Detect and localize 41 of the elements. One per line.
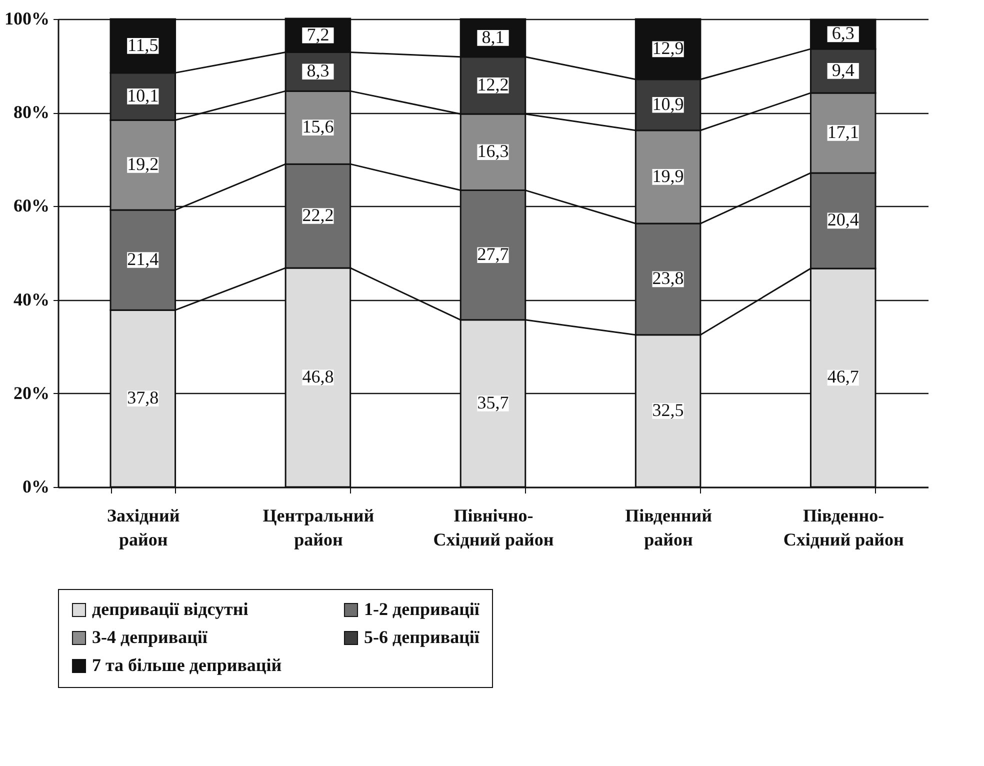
data-label: 12,2 (477, 74, 509, 94)
data-label: 46,7 (827, 366, 859, 387)
data-label: 19,9 (652, 166, 684, 186)
y-tick-label: 0% (22, 476, 50, 496)
data-label: 15,6 (302, 116, 334, 137)
data-label: 20,4 (827, 210, 859, 230)
data-label: 23,8 (652, 268, 684, 288)
data-label: 6,3 (832, 23, 854, 44)
data-label: 7,2 (306, 24, 330, 44)
legend-label: 5-6 депривації (364, 627, 480, 647)
x-tick-label: Центральний район (262, 506, 374, 550)
y-tick-label: 80% (14, 102, 50, 122)
legend-label: 3-4 депривації (92, 627, 208, 647)
data-label: 11,5 (127, 34, 158, 55)
data-label: 21,4 (127, 249, 159, 270)
legend-label: 1-2 депривації (364, 599, 480, 619)
data-label: 35,7 (477, 392, 509, 412)
data-label: 16,3 (477, 141, 509, 162)
data-label: 19,2 (127, 154, 159, 174)
data-label: 27,7 (477, 244, 509, 264)
data-label: 8,3 (306, 60, 330, 81)
legend-label: 7 та більше депривацій (92, 655, 282, 675)
legend-label: депривації відсутні (92, 599, 248, 619)
x-tick-label: Північно-Східний район (433, 506, 554, 550)
x-tick-label: Західний район (107, 506, 180, 550)
y-tick-label: 20% (14, 382, 50, 403)
data-label: 37,8 (127, 388, 159, 408)
data-label: 10,9 (652, 94, 684, 114)
data-label: 22,2 (302, 205, 334, 226)
data-label: 10,1 (127, 85, 159, 106)
x-tick-label: Південно-Східний район (783, 506, 904, 550)
data-label: 8,1 (482, 26, 504, 47)
data-label: 9,4 (832, 60, 854, 80)
x-tick-label: Південний район (625, 506, 712, 550)
y-tick-label: 40% (14, 289, 50, 310)
data-label: 32,5 (652, 400, 684, 420)
y-tick-label: 100% (4, 8, 50, 28)
data-label: 46,8 (302, 366, 334, 386)
data-label: 17,1 (827, 122, 859, 142)
y-tick-label: 60% (14, 196, 50, 216)
data-label: 12,9 (652, 38, 684, 58)
